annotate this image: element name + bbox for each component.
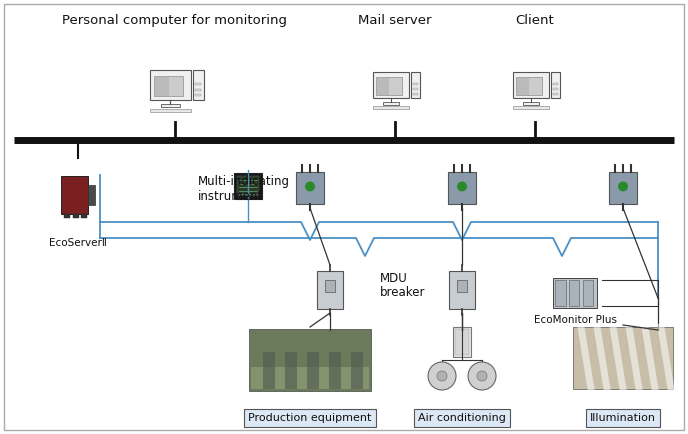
Bar	[73, 214, 79, 217]
Bar	[373, 106, 409, 109]
Bar	[453, 327, 471, 357]
Bar	[553, 278, 597, 308]
Bar	[551, 72, 561, 98]
Text: Client: Client	[515, 14, 555, 27]
Bar	[296, 172, 324, 204]
Bar	[87, 185, 95, 204]
Circle shape	[428, 362, 456, 390]
Circle shape	[458, 182, 466, 191]
Text: MDU: MDU	[380, 272, 408, 285]
Bar	[457, 280, 467, 292]
Text: Air conditioning: Air conditioning	[418, 413, 506, 423]
Bar	[161, 104, 180, 107]
Circle shape	[305, 182, 314, 191]
Bar	[317, 271, 343, 309]
Bar	[569, 280, 579, 306]
Text: EcoServerⅡ: EcoServerⅡ	[49, 238, 107, 248]
Circle shape	[468, 362, 496, 390]
Bar	[150, 70, 191, 100]
Bar	[552, 83, 559, 85]
Bar	[285, 352, 297, 389]
Bar	[516, 77, 529, 95]
Bar	[237, 176, 259, 196]
Bar	[307, 352, 319, 389]
Text: EcoMonitor Plus: EcoMonitor Plus	[533, 315, 616, 325]
Bar	[263, 352, 275, 389]
Bar	[373, 72, 409, 98]
Text: Mail server: Mail server	[358, 14, 432, 27]
Bar	[150, 109, 191, 112]
Bar	[413, 88, 418, 90]
Bar	[455, 329, 469, 355]
Bar	[448, 172, 476, 204]
Circle shape	[437, 371, 447, 381]
Bar	[234, 173, 262, 199]
Bar	[193, 70, 204, 100]
Bar	[383, 102, 399, 105]
Circle shape	[619, 182, 627, 191]
Bar	[516, 77, 542, 95]
Bar	[195, 89, 201, 91]
Bar	[251, 367, 369, 389]
Bar	[325, 280, 335, 292]
Bar	[523, 102, 539, 105]
Bar	[413, 93, 418, 95]
Bar	[195, 83, 201, 85]
Bar	[376, 77, 402, 95]
Bar	[411, 72, 420, 98]
Text: Multi-indicating: Multi-indicating	[198, 175, 290, 188]
Bar	[555, 280, 566, 306]
Bar	[195, 94, 201, 96]
Bar	[351, 352, 363, 389]
Circle shape	[477, 371, 487, 381]
Bar	[583, 280, 593, 306]
Bar	[154, 76, 183, 96]
Bar	[329, 352, 341, 389]
Text: Illumination: Illumination	[590, 413, 656, 423]
Bar	[249, 329, 371, 391]
Bar	[513, 72, 549, 98]
Bar	[61, 176, 87, 214]
Bar	[413, 83, 418, 85]
Text: instrument: instrument	[198, 190, 264, 203]
Bar	[552, 88, 559, 90]
Bar	[449, 271, 475, 309]
Bar	[376, 77, 389, 95]
Text: breaker: breaker	[380, 286, 425, 299]
Bar	[573, 327, 673, 389]
Bar	[513, 106, 549, 109]
Bar	[154, 76, 169, 96]
Bar	[609, 172, 637, 204]
Bar	[65, 214, 70, 217]
Bar	[552, 93, 559, 95]
Text: Personal computer for monitoring: Personal computer for monitoring	[63, 14, 288, 27]
Bar	[81, 214, 87, 217]
Text: Production equipment: Production equipment	[248, 413, 372, 423]
